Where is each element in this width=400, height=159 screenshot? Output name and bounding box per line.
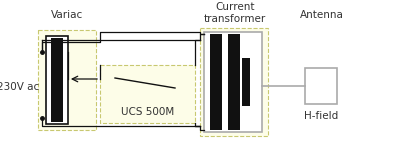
- Text: UCS 500M: UCS 500M: [121, 107, 175, 117]
- Text: Antenna: Antenna: [300, 10, 344, 20]
- Bar: [200, 28, 268, 136]
- Bar: [210, 34, 222, 130]
- Bar: [100, 65, 195, 123]
- Text: H-field: H-field: [304, 111, 338, 121]
- Text: Variac: Variac: [51, 10, 83, 20]
- Bar: [222, 34, 228, 130]
- Bar: [51, 38, 63, 122]
- Bar: [305, 68, 337, 104]
- Bar: [242, 58, 250, 106]
- Bar: [228, 34, 240, 130]
- Bar: [46, 36, 68, 124]
- Text: Current
transformer: Current transformer: [204, 2, 266, 24]
- Bar: [38, 30, 96, 130]
- Bar: [204, 32, 262, 132]
- Text: 230V ac: 230V ac: [0, 82, 39, 92]
